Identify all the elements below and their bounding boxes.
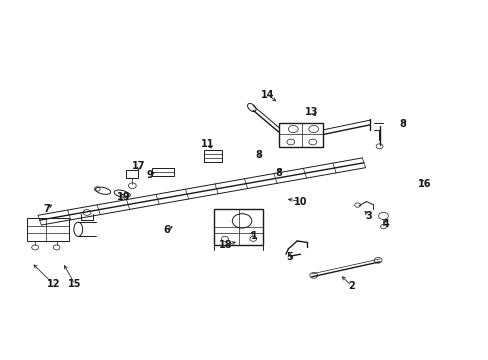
Text: 16: 16 — [417, 179, 431, 189]
Text: 13: 13 — [305, 107, 318, 117]
Text: 5: 5 — [285, 252, 292, 262]
Text: 17: 17 — [132, 161, 145, 171]
Text: 10: 10 — [293, 197, 306, 207]
Text: 11: 11 — [201, 139, 214, 149]
Text: 8: 8 — [275, 168, 282, 178]
Text: 1: 1 — [250, 231, 257, 240]
Text: 18: 18 — [219, 240, 232, 250]
Text: 6: 6 — [163, 225, 169, 235]
Text: 8: 8 — [399, 120, 406, 129]
Text: 4: 4 — [382, 219, 388, 229]
Text: 8: 8 — [255, 150, 262, 160]
Text: 9: 9 — [146, 170, 152, 180]
Text: 3: 3 — [365, 211, 371, 221]
Text: 14: 14 — [261, 90, 274, 100]
Text: 2: 2 — [347, 281, 354, 291]
Text: 7: 7 — [43, 204, 50, 214]
Text: 19: 19 — [117, 192, 131, 202]
Text: 12: 12 — [46, 279, 60, 289]
Text: 15: 15 — [68, 279, 81, 289]
